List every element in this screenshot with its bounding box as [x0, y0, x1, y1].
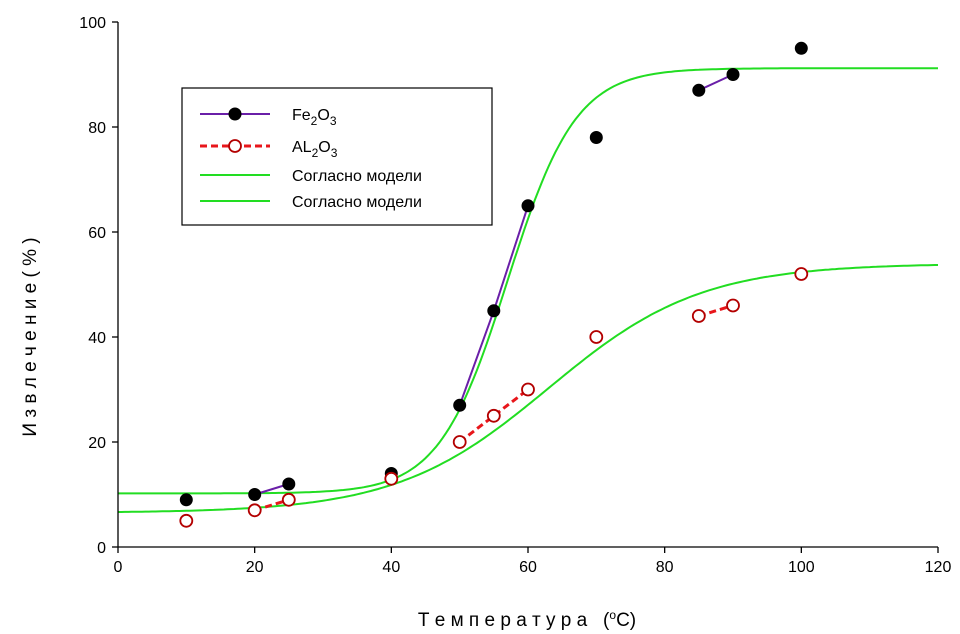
legend-marker — [228, 107, 242, 121]
x-tick-label: 20 — [246, 559, 264, 576]
legend-label-part: 2 — [312, 146, 319, 160]
al2o3-point — [384, 471, 399, 486]
axes — [112, 21, 939, 553]
al2o3-point — [794, 267, 809, 281]
al2o3-point — [452, 435, 467, 449]
al2o3-point — [726, 298, 740, 313]
legend-label-part: O — [317, 107, 329, 124]
series-line-2 — [458, 388, 529, 444]
fe2o3-point — [248, 488, 262, 501]
legend-label: AL2O3 — [292, 139, 338, 160]
al2o3-point — [179, 513, 194, 528]
al2o3-point — [691, 309, 706, 323]
x-tick-label: 80 — [656, 559, 674, 576]
x-tick-label: 60 — [519, 559, 537, 576]
fe2o3-point — [726, 68, 740, 81]
data-markers — [179, 41, 809, 528]
x-tick-label: 100 — [788, 559, 815, 576]
x-axis-title-sup: o — [609, 608, 616, 622]
fe2o3-point — [692, 83, 706, 97]
legend-label-part: Fe — [292, 107, 311, 124]
legend-label-part: 3 — [330, 114, 337, 128]
y-tick-label: 100 — [79, 15, 106, 32]
x-axis-title-text: Т е м п е р а т у р а ( — [418, 610, 610, 631]
legend-label-part: 3 — [331, 146, 338, 160]
legend-label-part: O — [318, 139, 330, 156]
al2o3-point — [589, 330, 604, 344]
y-tick-label: 60 — [88, 225, 106, 242]
y-tick-label: 0 — [97, 540, 106, 557]
fe2o3-point — [282, 477, 296, 491]
x-axis-title: Т е м п е р а т у р а (oC) — [418, 608, 636, 631]
y-axis-title: И з в л е ч е н и е ( % ) — [20, 237, 41, 436]
x-axis-title-unit: C) — [616, 610, 636, 631]
x-tick-label: 120 — [925, 559, 952, 576]
y-tick-label: 80 — [88, 120, 106, 137]
y-tick-label: 20 — [88, 435, 106, 452]
legend-label: Согласно модели — [292, 168, 422, 185]
fe2o3-point — [487, 304, 501, 318]
al2o3-point — [521, 382, 535, 397]
fe2o3-point — [179, 493, 193, 507]
legend-marker — [228, 139, 242, 153]
fe2o3-point — [521, 199, 535, 213]
legend-label-part: 2 — [311, 114, 318, 128]
fe2o3-point — [589, 131, 603, 144]
al2o3-point — [486, 408, 501, 423]
al2o3-point — [247, 503, 262, 518]
x-tick-label: 40 — [382, 559, 400, 576]
legend-label-part: AL — [292, 139, 312, 156]
legend-label: Fe2O3 — [292, 107, 337, 128]
al2o3-point — [281, 492, 296, 507]
legend-label: Согласно модели — [292, 194, 422, 211]
tick-labels: 0 20 40 60 80 100 120 0 20 40 60 80 100 — [79, 15, 951, 576]
fe2o3-point — [453, 398, 467, 412]
x-tick-label: 0 — [114, 559, 123, 576]
y-tick-label: 40 — [88, 330, 106, 347]
fe2o3-point — [794, 41, 808, 55]
